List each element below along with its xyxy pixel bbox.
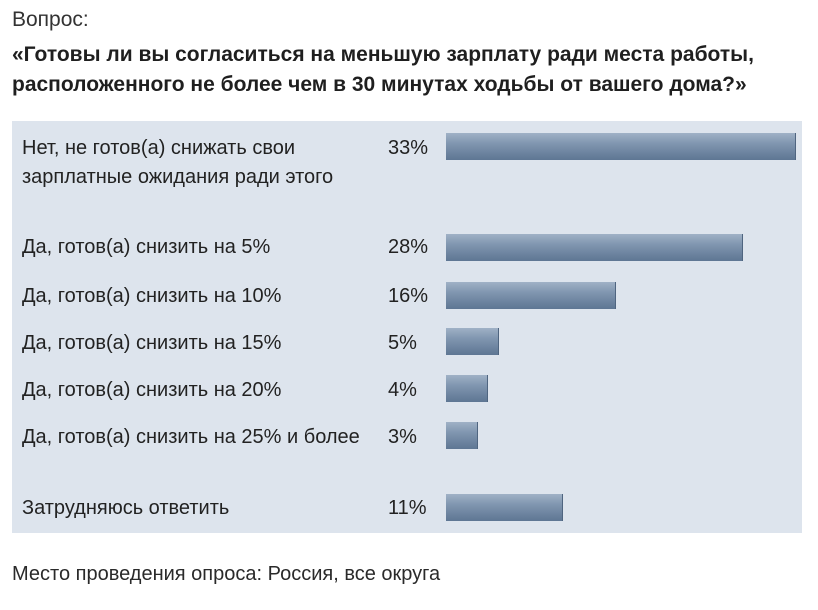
bar: [446, 328, 499, 355]
value-label: 33%: [388, 137, 429, 159]
category-label: Затрудняюсь ответить: [22, 497, 230, 519]
bar: [446, 282, 616, 309]
question-text: «Готовы ли вы согласиться на меньшую зар…: [12, 43, 754, 96]
bar: [446, 494, 563, 521]
value-label: 3%: [388, 426, 417, 448]
category-label: Да, готов(а) снизить на 15%: [22, 332, 282, 354]
category-label: Нет, не готов(а) снижать свои зарплатные…: [22, 137, 334, 188]
bar: [446, 234, 743, 261]
bar: [446, 375, 488, 402]
question-label: Вопрос:: [12, 8, 89, 31]
bar: [446, 422, 478, 449]
value-label: 5%: [388, 332, 417, 354]
category-label: Да, готов(а) снизить на 5%: [22, 236, 271, 258]
value-label: 11%: [388, 497, 427, 519]
category-label: Да, готов(а) снизить на 20%: [22, 379, 282, 401]
bar: [446, 133, 796, 160]
value-label: 16%: [388, 285, 429, 307]
category-label: Да, готов(а) снизить на 10%: [22, 285, 282, 307]
survey-location: Место проведения опроса: Россия, все окр…: [12, 563, 441, 585]
chart-panel: [12, 121, 802, 533]
category-label: Да, готов(а) снизить на 25% и более: [22, 426, 360, 448]
value-label: 28%: [388, 236, 429, 258]
value-label: 4%: [388, 379, 417, 401]
